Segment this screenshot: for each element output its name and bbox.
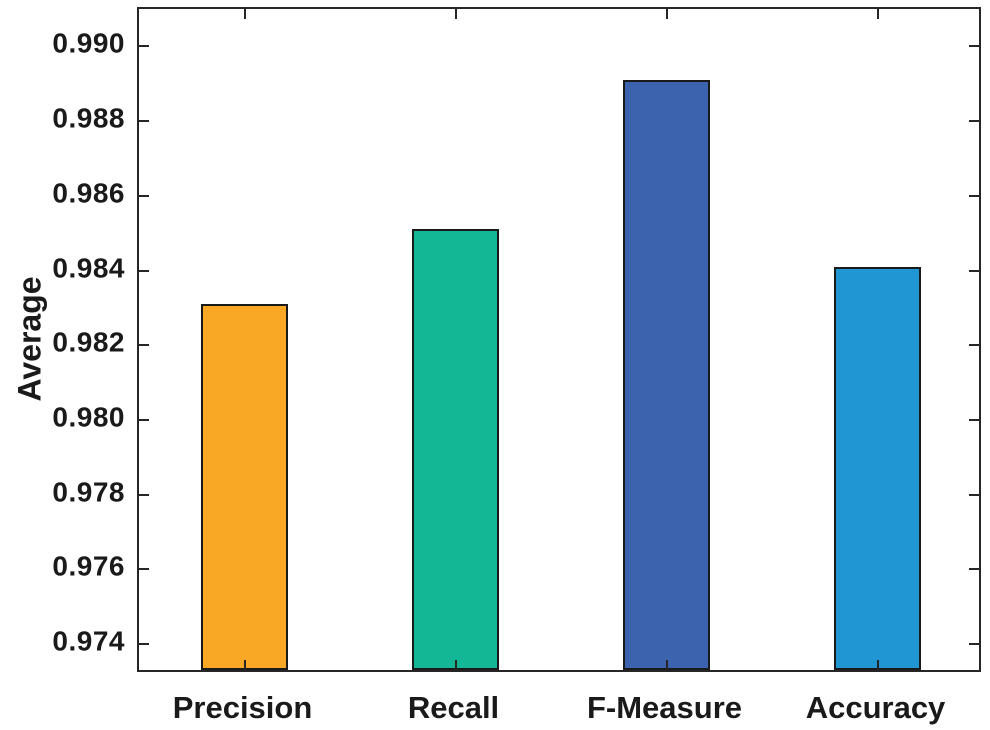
y-tick-left <box>139 45 149 48</box>
y-tick-left <box>139 344 149 347</box>
y-tick-right <box>969 269 979 272</box>
x-tick-bottom <box>243 660 246 670</box>
y-tick-left <box>139 194 149 197</box>
plot-area <box>137 7 981 672</box>
y-tick-label-0-974: 0.974 <box>52 625 125 657</box>
y-tick-left <box>139 493 149 496</box>
y-tick-right <box>969 45 979 48</box>
y-tick-label-0-986: 0.986 <box>52 177 125 209</box>
y-tick-right <box>969 418 979 421</box>
y-tick-label-0-982: 0.982 <box>52 326 125 358</box>
x-tick-top <box>243 9 246 19</box>
x-tick-bottom <box>876 660 879 670</box>
x-tick-label-f-measure: F-Measure <box>586 690 743 725</box>
y-tick-label-0-990: 0.990 <box>52 27 125 59</box>
x-tick-label-recall: Recall <box>407 690 500 725</box>
x-tick-top <box>876 9 879 19</box>
y-tick-right <box>969 344 979 347</box>
y-tick-left <box>139 418 149 421</box>
y-tick-left <box>139 120 149 123</box>
x-tick-label-precision: Precision <box>172 690 313 725</box>
y-tick-right <box>969 493 979 496</box>
y-axis-label: Average <box>11 276 48 402</box>
x-tick-bottom <box>665 660 668 670</box>
bar-recall <box>412 229 499 670</box>
x-tick-top <box>454 9 457 19</box>
y-tick-label-0-976: 0.976 <box>52 550 125 582</box>
x-tick-label-accuracy: Accuracy <box>805 690 946 725</box>
y-tick-label-0-984: 0.984 <box>52 251 125 283</box>
y-tick-label-0-978: 0.978 <box>52 476 125 508</box>
y-tick-left <box>139 269 149 272</box>
y-tick-right <box>969 568 979 571</box>
y-tick-right <box>969 643 979 646</box>
y-tick-label-0-988: 0.988 <box>52 102 125 134</box>
y-tick-label-0-980: 0.980 <box>52 401 125 433</box>
y-tick-right <box>969 120 979 123</box>
y-tick-right <box>969 194 979 197</box>
bar-f-measure <box>623 79 710 670</box>
y-tick-left <box>139 643 149 646</box>
x-tick-bottom <box>454 660 457 670</box>
x-tick-top <box>665 9 668 19</box>
y-tick-left <box>139 568 149 571</box>
bar-precision <box>201 303 288 670</box>
bar-accuracy <box>834 266 921 670</box>
